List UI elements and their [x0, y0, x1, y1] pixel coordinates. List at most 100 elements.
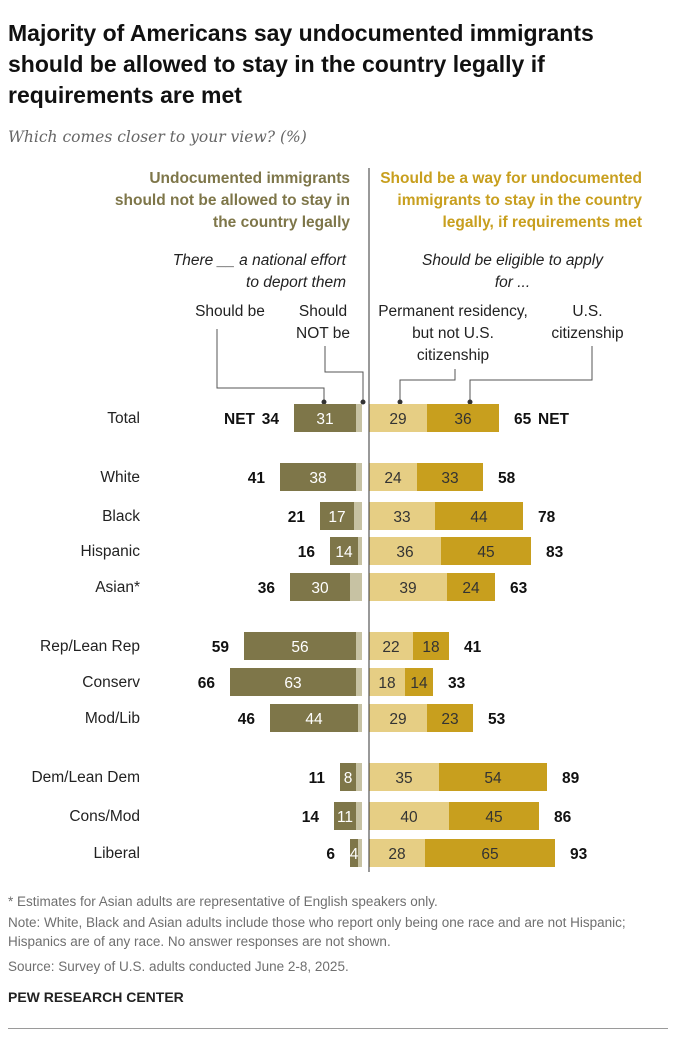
value-should-be-total: 31: [316, 411, 333, 428]
bar-citizenship-hispanic: [441, 537, 531, 565]
net-label-left: NET: [224, 411, 256, 428]
value-permanent-asian: 39: [399, 580, 416, 597]
bar-citizenship-liberal: [425, 839, 555, 867]
leader-dot-should-be: [321, 399, 327, 405]
value-citizenship-total: 36: [454, 411, 471, 428]
value-should-be-rep-lean-rep: 56: [291, 639, 308, 656]
net-right-liberal: 93: [570, 846, 588, 863]
category-label-white: White: [100, 469, 140, 486]
bar-should-not-be-hispanic: [358, 537, 362, 565]
value-permanent-liberal: 28: [388, 846, 405, 863]
net-left-conserv: 66: [198, 675, 216, 692]
bar-should-be-mod-lib: [270, 704, 358, 732]
bar-citizenship-cons-mod: [449, 802, 539, 830]
net-right-rep-lean-rep: 41: [464, 639, 482, 656]
category-label-black: Black: [102, 508, 140, 525]
bar-permanent-liberal: [369, 839, 425, 867]
net-left-hispanic: 16: [298, 544, 316, 561]
net-right-mod-lib: 53: [488, 711, 506, 728]
net-left-cons-mod: 14: [302, 809, 320, 826]
category-label-dem-lean-dem: Dem/Lean Dem: [31, 769, 140, 786]
value-permanent-rep-lean-rep: 22: [382, 639, 399, 656]
net-label-right: NET: [538, 411, 570, 428]
net-right-white: 58: [498, 470, 516, 487]
bar-permanent-hispanic: [369, 537, 441, 565]
net-left-asian: 36: [258, 580, 276, 597]
leader-lines: [216, 329, 593, 402]
value-permanent-total: 29: [389, 411, 406, 428]
value-citizenship-dem-lean-dem: 54: [484, 770, 502, 787]
category-label-hispanic: Hispanic: [81, 543, 141, 560]
left-side-header: Undocumented immigrants should not be al…: [114, 170, 350, 231]
value-citizenship-cons-mod: 45: [485, 809, 502, 826]
leader-dots: [321, 399, 473, 405]
leader-line-permanent: [399, 369, 456, 402]
bar-should-not-be-black: [354, 502, 362, 530]
bar-should-be-dem-lean-dem: [340, 763, 356, 791]
bar-citizenship-asian: [447, 573, 495, 601]
value-should-be-white: 38: [309, 470, 326, 487]
bar-citizenship-mod-lib: [427, 704, 473, 732]
net-left-black: 21: [288, 509, 306, 526]
net-right-conserv: 33: [448, 675, 466, 692]
value-permanent-conserv: 18: [378, 675, 395, 692]
bar-should-be-conserv: [230, 668, 356, 696]
bar-citizenship-dem-lean-dem: [439, 763, 547, 791]
bar-permanent-white: [369, 463, 417, 491]
net-right-cons-mod: 86: [554, 809, 572, 826]
value-should-be-dem-lean-dem: 8: [344, 770, 353, 787]
value-citizenship-white: 33: [441, 470, 458, 487]
value-should-be-conserv: 63: [284, 675, 301, 692]
category-label-rep-lean-rep: Rep/Lean Rep: [40, 638, 140, 655]
category-label-conserv: Conserv: [82, 674, 140, 691]
value-should-be-asian: 30: [311, 580, 329, 597]
bar-permanent-cons-mod: [369, 802, 449, 830]
bar-should-be-total: [294, 404, 356, 432]
net-left-white: 41: [248, 470, 266, 487]
bar-permanent-total: [369, 404, 427, 432]
bar-should-not-be-liberal: [358, 839, 362, 867]
footnote-asian: * Estimates for Asian adults are represe…: [8, 894, 438, 909]
category-label-cons-mod: Cons/Mod: [69, 808, 140, 825]
bar-should-not-be-mod-lib: [358, 704, 362, 732]
value-citizenship-hispanic: 45: [477, 544, 494, 561]
leader-line-should-be: [216, 329, 325, 402]
leader-line-citizenship: [469, 346, 593, 402]
value-citizenship-liberal: 65: [481, 846, 498, 863]
value-permanent-hispanic: 36: [396, 544, 413, 561]
category-label-asian: Asian*: [95, 579, 140, 596]
category-label-liberal: Liberal: [93, 845, 140, 862]
leader-dot-citizenship: [467, 399, 473, 405]
value-permanent-dem-lean-dem: 35: [395, 770, 412, 787]
right-subheader: Should be eligible to apply for ...: [422, 252, 603, 291]
net-right-total: 65: [514, 411, 532, 428]
column-label-should-be: Should be: [195, 303, 265, 320]
bar-citizenship-rep-lean-rep: [413, 632, 449, 660]
value-citizenship-rep-lean-rep: 18: [422, 639, 439, 656]
bar-citizenship-black: [435, 502, 523, 530]
net-right-black: 78: [538, 509, 556, 526]
value-citizenship-asian: 24: [462, 580, 480, 597]
bar-should-be-black: [320, 502, 354, 530]
value-permanent-white: 24: [384, 470, 402, 487]
bar-permanent-black: [369, 502, 435, 530]
column-label-citizenship: U.S. citizenship: [551, 303, 624, 342]
value-should-be-hispanic: 14: [335, 544, 353, 561]
net-left-mod-lib: 46: [238, 711, 256, 728]
leader-dot-should-not-be: [360, 399, 366, 405]
net-left-liberal: 6: [326, 846, 335, 863]
bar-should-not-be-asian: [350, 573, 362, 601]
value-should-be-black: 17: [328, 509, 345, 526]
bar-should-be-liberal: [350, 839, 358, 867]
net-left-total: 34: [262, 411, 280, 428]
column-label-permanent-residency: Permanent residency, but not U.S. citize…: [378, 303, 528, 364]
bar-should-not-be-rep-lean-rep: [356, 632, 362, 660]
value-should-be-mod-lib: 44: [305, 711, 323, 728]
pew-logo-text: PEW RESEARCH CENTER: [8, 989, 184, 1005]
bar-should-be-asian: [290, 573, 350, 601]
net-left-rep-lean-rep: 59: [212, 639, 230, 656]
bar-permanent-mod-lib: [369, 704, 427, 732]
source: Source: Survey of U.S. adults conducted …: [8, 959, 349, 974]
value-should-be-liberal: 4: [350, 846, 359, 863]
